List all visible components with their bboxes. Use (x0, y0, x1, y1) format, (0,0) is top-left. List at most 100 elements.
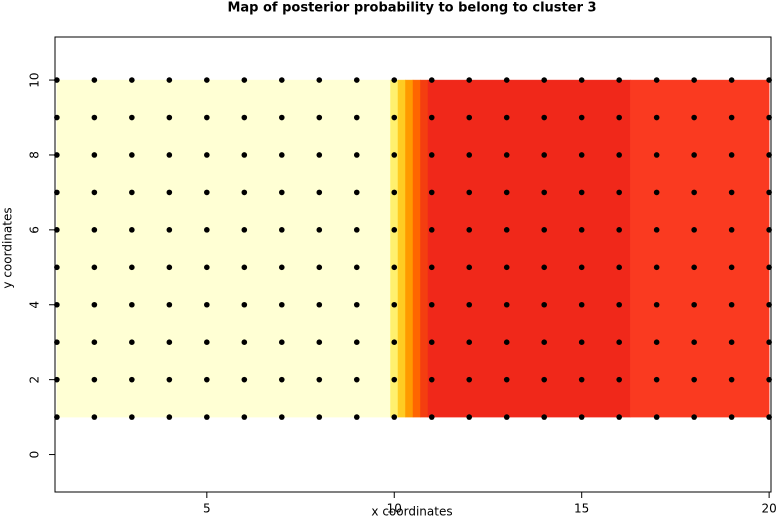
point (204, 339, 210, 346)
point (541, 227, 548, 233)
point (653, 77, 660, 83)
point (616, 77, 622, 83)
point (466, 189, 473, 196)
point (91, 264, 98, 271)
point (466, 301, 473, 308)
point (578, 376, 585, 383)
point (391, 339, 398, 346)
point (578, 114, 585, 121)
point (691, 77, 697, 83)
point (391, 114, 398, 121)
point (503, 114, 510, 121)
point (728, 77, 735, 83)
point (466, 152, 473, 158)
point (616, 339, 622, 346)
point (503, 339, 510, 346)
point (653, 227, 660, 233)
point (428, 376, 435, 383)
probability-band (412, 79, 421, 418)
point (428, 264, 435, 271)
point (241, 152, 248, 158)
point (653, 114, 660, 121)
probability-band (390, 79, 399, 418)
point (653, 301, 660, 308)
point (691, 376, 697, 383)
point (353, 77, 360, 83)
point (391, 264, 398, 271)
point (466, 264, 473, 271)
y-tick-label: 6 (28, 226, 42, 234)
point (353, 114, 360, 121)
point (241, 301, 248, 308)
point (541, 189, 548, 196)
probability-band (427, 79, 631, 418)
point (428, 339, 435, 346)
point (616, 376, 622, 383)
point (391, 77, 398, 83)
point (391, 152, 398, 158)
point (91, 189, 98, 196)
point (728, 414, 735, 420)
point (391, 376, 398, 383)
point (428, 227, 435, 233)
y-tick-label: 8 (28, 151, 42, 159)
point (166, 339, 173, 346)
point (91, 77, 98, 83)
point (691, 264, 697, 271)
y-tick-label: 4 (28, 301, 42, 309)
point (316, 264, 323, 271)
point (466, 227, 473, 233)
point (691, 152, 697, 158)
point (428, 152, 435, 158)
x-tick-label: 10 (387, 502, 402, 516)
point (353, 301, 360, 308)
point (503, 414, 510, 420)
point (316, 152, 323, 158)
point (353, 189, 360, 196)
point (166, 152, 173, 158)
point (728, 339, 735, 346)
point (578, 189, 585, 196)
point (278, 189, 285, 196)
point (129, 264, 135, 271)
probability-band (420, 79, 429, 418)
point (353, 227, 360, 233)
point (728, 152, 735, 158)
y-axis-label: y coordinates (1, 207, 15, 288)
point (316, 414, 323, 420)
point (353, 152, 360, 158)
point (316, 227, 323, 233)
point (278, 376, 285, 383)
point (278, 301, 285, 308)
point (91, 376, 98, 383)
point (353, 339, 360, 346)
point (541, 77, 548, 83)
point (541, 301, 548, 308)
point (91, 339, 98, 346)
plot-frame (54, 36, 772, 493)
point (653, 264, 660, 271)
point (166, 301, 173, 308)
point (166, 189, 173, 196)
point (204, 114, 210, 121)
point (503, 152, 510, 158)
point (91, 301, 98, 308)
point (129, 114, 135, 121)
point (278, 114, 285, 121)
point (391, 301, 398, 308)
point (241, 414, 248, 420)
point (316, 301, 323, 308)
point (728, 264, 735, 271)
point (353, 414, 360, 420)
point (653, 376, 660, 383)
point (578, 339, 585, 346)
point (241, 227, 248, 233)
point (503, 227, 510, 233)
point (316, 339, 323, 346)
point (428, 189, 435, 196)
point (204, 301, 210, 308)
point (616, 189, 622, 196)
point (691, 414, 697, 420)
point (616, 301, 622, 308)
point (466, 77, 473, 83)
